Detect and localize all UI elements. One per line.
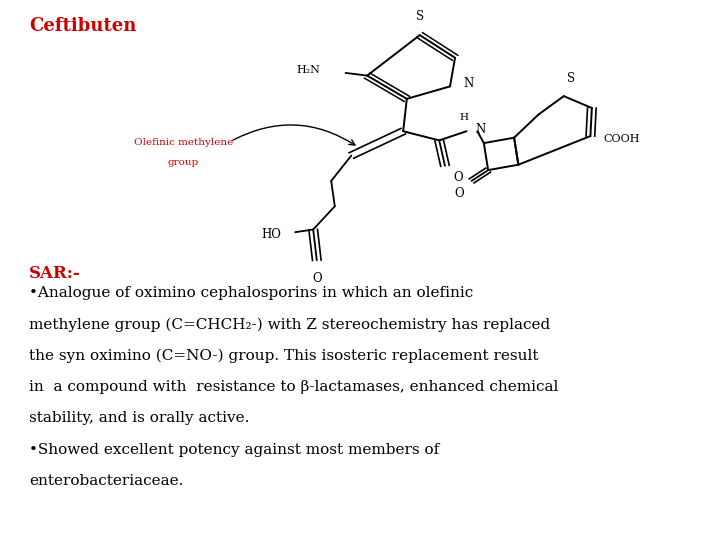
Text: stability, and is orally active.: stability, and is orally active.: [29, 411, 249, 426]
Text: S: S: [567, 72, 575, 85]
Text: group: group: [168, 158, 199, 167]
Text: H: H: [460, 112, 469, 122]
Text: N: N: [475, 123, 485, 136]
Text: O: O: [455, 187, 464, 200]
Text: O: O: [312, 272, 322, 285]
Text: methylene group (C=CHCH₂-) with Z stereochemistry has replaced: methylene group (C=CHCH₂-) with Z stereo…: [29, 318, 550, 332]
Text: O: O: [454, 171, 463, 184]
Text: •Showed excellent potency against most members of: •Showed excellent potency against most m…: [29, 443, 439, 457]
Text: the syn oximino (C=NO-) group. This isosteric replacement result: the syn oximino (C=NO-) group. This isos…: [29, 349, 539, 363]
Text: Olefinic methylene: Olefinic methylene: [134, 138, 233, 147]
Text: enterobacteriaceae.: enterobacteriaceae.: [29, 474, 183, 488]
Text: COOH: COOH: [603, 134, 640, 144]
Text: in  a compound with  resistance to β-lactamases, enhanced chemical: in a compound with resistance to β-lacta…: [29, 380, 558, 394]
Text: Ceftibuten: Ceftibuten: [29, 17, 136, 35]
Text: HO: HO: [261, 228, 281, 241]
Text: S: S: [415, 10, 424, 23]
Text: N: N: [463, 77, 473, 90]
Text: •Analogue of oximino cephalosporins in which an olefinic: •Analogue of oximino cephalosporins in w…: [29, 286, 473, 300]
Text: SAR:-: SAR:-: [29, 265, 81, 281]
Text: H₂N: H₂N: [297, 65, 320, 75]
